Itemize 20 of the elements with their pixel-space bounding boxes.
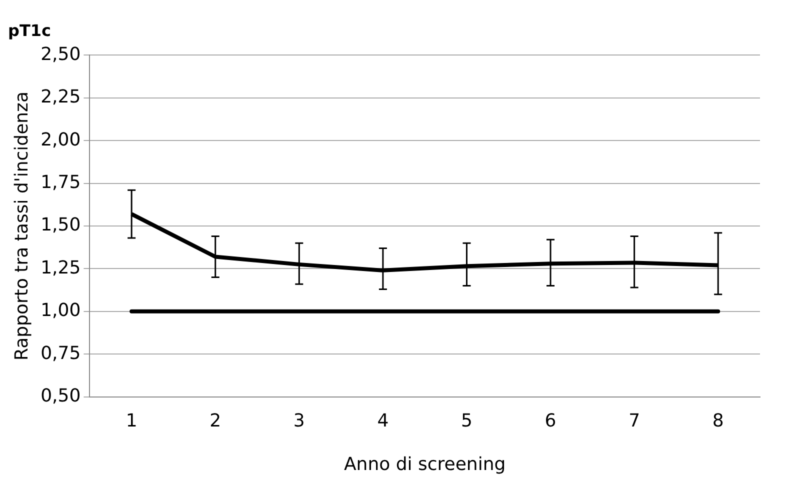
y-tick-label: 0,75 [40,342,81,364]
y-tick-label: 0,50 [40,385,81,406]
x-tick-label: 8 [712,410,724,432]
y-tick-label: 1,25 [40,257,81,278]
x-tick-label: 5 [461,410,472,432]
x-tick-label: 6 [544,410,556,432]
y-tick-label: 2,00 [40,129,81,150]
y-tick-label: 2,50 [40,44,81,65]
y-tick-label: 2,25 [40,86,81,108]
y-tick-label: 1,00 [40,300,81,322]
x-tick-label: 7 [628,410,640,432]
x-tick-label: 2 [210,410,222,432]
y-axis-title: Rapporto tra tassi d'incidenza [11,91,32,361]
x-tick-label: 1 [126,410,138,432]
chart-title: pT1c [8,20,51,40]
y-tick-label: 1,50 [40,214,81,236]
x-axis-title: Anno di screening [344,454,506,475]
y-tick-label: 1,75 [40,172,81,193]
x-tick-label: 4 [377,410,389,432]
x-tick-label: 3 [293,410,305,432]
